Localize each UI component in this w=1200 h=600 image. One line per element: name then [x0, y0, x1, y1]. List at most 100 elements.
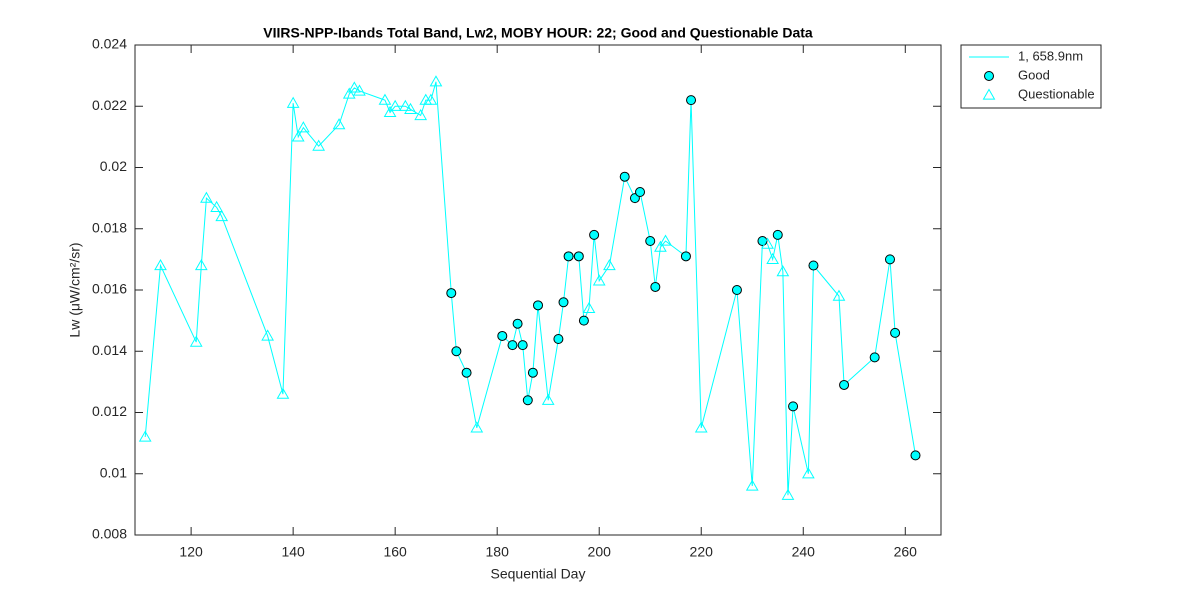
data-point	[745, 479, 759, 491]
x-tick-label: 220	[690, 544, 714, 560]
data-point	[215, 209, 229, 222]
data-point	[200, 191, 213, 203]
x-tick-label: 120	[179, 544, 203, 560]
y-tick-label: 0.012	[92, 403, 127, 419]
data-point	[563, 251, 574, 262]
x-tick-label: 260	[894, 544, 918, 560]
data-point	[788, 401, 799, 412]
data-point	[446, 288, 457, 299]
y-tick-label: 0.024	[92, 36, 127, 52]
data-point	[512, 318, 523, 329]
data-point	[589, 229, 600, 240]
x-tick-label: 160	[383, 544, 407, 560]
data-point	[578, 315, 589, 326]
data-point	[451, 346, 462, 357]
y-axis-label: Lw (μW/cm²/sr)	[67, 242, 83, 337]
data-point	[470, 421, 484, 433]
data-point	[603, 258, 616, 271]
data-point	[461, 367, 472, 378]
data-point	[573, 251, 584, 262]
data-point	[635, 187, 646, 197]
data-point	[731, 285, 742, 295]
data-point	[659, 234, 672, 246]
legend-label: Good	[1018, 67, 1050, 82]
data-point	[332, 118, 346, 130]
data-point	[884, 254, 895, 265]
x-axis-label: Sequential Day	[491, 566, 586, 582]
data-point	[296, 121, 310, 133]
data-point	[497, 330, 508, 341]
data-point	[533, 300, 543, 311]
data-point	[802, 467, 815, 479]
data-point	[890, 327, 901, 338]
data-point	[399, 99, 412, 111]
data-point	[517, 340, 528, 351]
data-point	[553, 334, 564, 344]
data-point	[869, 352, 880, 363]
legend-label: Questionable	[1018, 86, 1095, 101]
y-tick-label: 0.01	[100, 464, 127, 480]
data-point	[286, 96, 300, 108]
data-point	[541, 393, 555, 405]
data-point	[383, 105, 397, 117]
data-point	[522, 395, 533, 406]
data-point	[353, 84, 366, 96]
y-tick-label: 0.008	[92, 526, 127, 542]
data-point	[808, 260, 819, 271]
data-point	[342, 87, 356, 99]
data-point	[650, 281, 661, 292]
data-point	[680, 251, 691, 262]
data-point	[776, 265, 790, 277]
data-point	[194, 258, 208, 271]
data-point	[154, 258, 167, 271]
x-tick-label: 140	[281, 544, 305, 560]
data-point	[832, 289, 846, 301]
y-tick-label: 0.022	[92, 97, 127, 113]
data-point	[766, 252, 780, 264]
y-tick-label: 0.014	[92, 342, 127, 358]
data-point	[414, 108, 428, 121]
data-point	[347, 81, 361, 93]
data-point	[276, 387, 290, 399]
data-point	[645, 236, 656, 246]
data-point	[429, 75, 443, 87]
data-point	[312, 139, 326, 151]
legend-marker	[984, 71, 994, 81]
legend-label: 1, 658.9nm	[1018, 48, 1083, 63]
data-point	[686, 95, 697, 106]
data-point	[404, 102, 417, 114]
y-tick-label: 0.018	[92, 219, 127, 235]
data-point	[654, 240, 667, 252]
y-tick-label: 0.02	[100, 158, 127, 174]
x-tick-label: 200	[588, 544, 612, 560]
data-point	[388, 99, 402, 111]
data-point	[839, 379, 850, 390]
data-point	[694, 421, 708, 433]
data-point	[189, 335, 203, 347]
data-point	[582, 301, 596, 313]
data-point	[761, 237, 774, 249]
data-point	[619, 171, 630, 182]
x-tick-label: 240	[792, 544, 816, 560]
data-point	[261, 329, 274, 341]
data-point	[378, 93, 392, 105]
data-point	[781, 488, 795, 500]
data-point	[291, 130, 305, 142]
plot-area	[134, 44, 942, 536]
data-point	[772, 229, 783, 240]
data-point	[558, 297, 569, 308]
data-point	[910, 450, 921, 461]
chart-title: VIIRS-NPP-Ibands Total Band, Lw2, MOBY H…	[263, 25, 813, 41]
data-point	[592, 274, 606, 286]
data-point	[424, 93, 438, 105]
data-line	[144, 81, 916, 496]
data-point	[210, 200, 223, 212]
data-point	[138, 430, 152, 442]
data-point	[507, 340, 518, 351]
legend-marker	[982, 88, 996, 100]
y-tick-label: 0.016	[92, 281, 127, 297]
data-point	[527, 367, 538, 378]
x-tick-label: 180	[486, 544, 510, 560]
